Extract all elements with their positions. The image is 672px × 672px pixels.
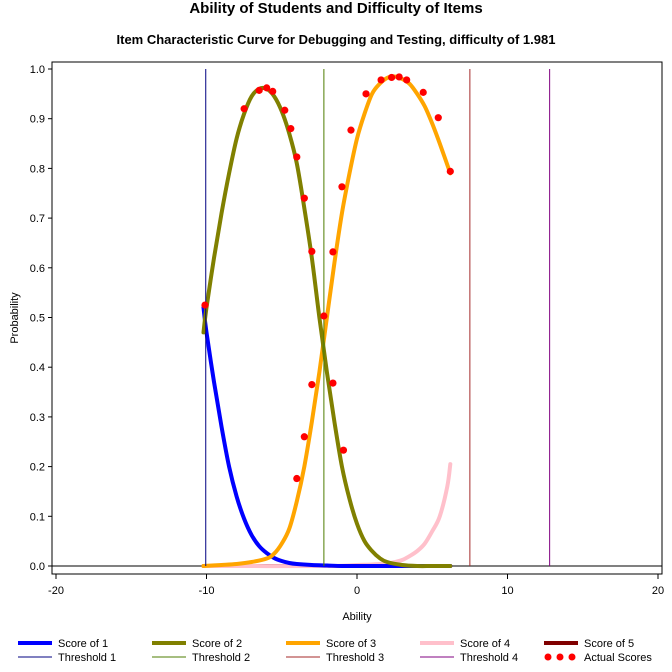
actual-score-point: [263, 84, 271, 92]
actual-score-point: [308, 247, 316, 255]
actual-score-point: [308, 380, 316, 389]
series-line-score-of-4: [201, 462, 453, 569]
y-tick-label: 0.6: [30, 263, 45, 275]
x-axis-label: Ability: [342, 611, 372, 623]
x-tick-label: 20: [652, 585, 664, 597]
actual-score-point: [419, 88, 427, 96]
series-line-score-of-3: [201, 74, 453, 568]
actual-score-point: [240, 105, 248, 113]
legend-label-score-of-1: Score of 1: [58, 638, 108, 650]
actual-score-point: [269, 87, 277, 95]
actual-score-point: [395, 73, 403, 81]
legend-swatch-dot: [556, 653, 564, 661]
actual-score-point: [339, 446, 348, 454]
y-tick-label: 0.4: [30, 362, 45, 374]
y-tick-label: 0.1: [30, 511, 45, 523]
chart-subtitle: Item Characteristic Curve for Debugging …: [116, 32, 556, 47]
actual-score-point: [300, 194, 308, 202]
legend-label-actual-scores: Actual Scores: [584, 652, 652, 664]
series-line-score-of-1: [201, 305, 453, 569]
series-line-score-of-2: [201, 85, 453, 569]
legend-label-score-of-3: Score of 3: [326, 638, 376, 650]
chart-title: Ability of Students and Difficulty of It…: [189, 0, 483, 17]
actual-score-point: [377, 76, 385, 84]
actual-score-point: [388, 73, 396, 82]
y-tick-label: 0.2: [30, 462, 45, 474]
legend-label-threshold-4: Threshold 4: [460, 652, 518, 664]
actual-score-point: [434, 114, 442, 122]
y-tick-label: 0.5: [30, 313, 45, 325]
y-tick-label: 0.0: [30, 561, 45, 573]
actual-score-point: [329, 248, 337, 256]
x-tick-label: 10: [501, 585, 513, 597]
x-tick-label: 0: [354, 585, 360, 597]
legend-label-score-of-5: Score of 5: [584, 638, 634, 650]
y-tick-label: 0.8: [30, 163, 45, 175]
actual-score-point: [300, 433, 308, 441]
actual-score-point: [338, 183, 346, 191]
actual-score-point: [329, 379, 337, 387]
legend-label-threshold-3: Threshold 3: [326, 652, 384, 664]
y-tick-label: 0.3: [30, 412, 45, 424]
actual-score-point: [446, 167, 454, 175]
y-axis-label: Probability: [9, 292, 21, 344]
legend-label-score-of-4: Score of 4: [460, 638, 510, 650]
legend-label-threshold-2: Threshold 2: [192, 652, 250, 664]
actual-score-point: [201, 301, 209, 309]
y-tick-label: 0.9: [30, 114, 45, 126]
actual-score-point: [403, 76, 411, 84]
legend-label-threshold-1: Threshold 1: [58, 652, 116, 664]
actual-score-point: [293, 474, 301, 483]
actual-score-point: [362, 90, 370, 98]
x-tick-label: -20: [48, 585, 64, 597]
y-tick-label: 0.7: [30, 213, 45, 225]
x-tick-label: -10: [199, 585, 215, 597]
actual-score-point: [320, 312, 328, 320]
y-tick-label: 1.0: [30, 64, 45, 76]
actual-score-point: [281, 106, 289, 114]
legend-label-score-of-2: Score of 2: [192, 638, 242, 650]
actual-score-point: [255, 86, 263, 94]
legend-swatch-dot: [568, 653, 576, 661]
actual-score-point: [287, 125, 295, 133]
legend-swatch-dot: [544, 653, 552, 661]
actual-score-point: [347, 126, 355, 134]
actual-score-point: [293, 153, 301, 161]
